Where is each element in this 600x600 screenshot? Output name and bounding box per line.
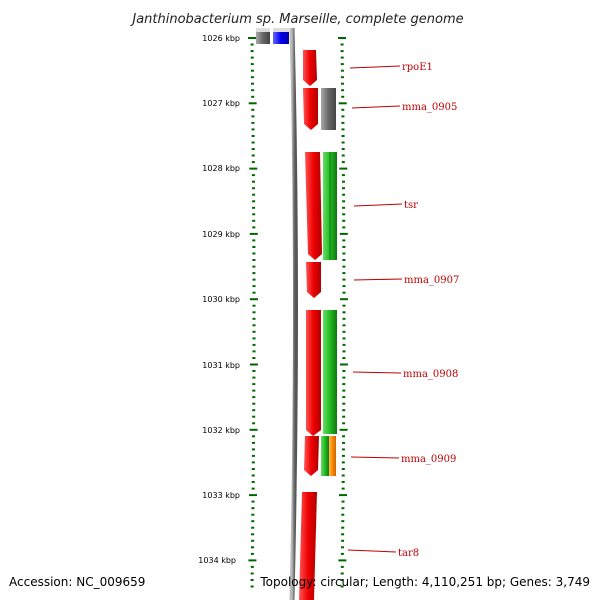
- tick-label-1026: 1026 kbp: [202, 34, 240, 43]
- gene-label-mma-0907: mma_0907: [404, 275, 459, 286]
- gene-label-mma-0909: mma_0909: [401, 454, 456, 465]
- tick-label-1033: 1033 kbp: [202, 491, 240, 500]
- feature-grey-top-highlight: [256, 28, 270, 32]
- tick-label-1034: 1034 kbp: [198, 556, 236, 565]
- gene-label-mma-0905: mma_0905: [402, 102, 457, 113]
- leader-line-tar8: [347, 549, 397, 553]
- cds-arrow-rpoE1: [303, 50, 317, 86]
- gene-label-mma-0908: mma_0908: [403, 369, 458, 380]
- tick-label-1029: 1029 kbp: [202, 230, 240, 239]
- cds-arrow-tar8: [299, 492, 317, 600]
- tick-label-1032: 1032 kbp: [202, 426, 240, 435]
- map-title: Janthinobacterium sp. Marseille, complet…: [129, 12, 463, 27]
- gene-label-rpoE1: rpoE1: [402, 62, 433, 73]
- tick-ruler-left: [248, 37, 258, 588]
- topology-text: Topology: circular; Length: 4,110,251 bp…: [260, 575, 590, 589]
- feature-grey-mma-0905: [321, 88, 336, 130]
- cds-arrow-mma-0909: [304, 436, 319, 476]
- genome-backbone: [289, 27, 298, 600]
- feature-green-mma-0908: [323, 310, 337, 434]
- cds-arrow-mma-0905: [303, 88, 318, 130]
- tick-label-1030: 1030 kbp: [202, 295, 240, 304]
- feature-green-mma-0909: [321, 436, 329, 476]
- feature-orange-mma-0909: [329, 436, 336, 476]
- leader-line-mma-0909: [350, 456, 400, 459]
- leader-line-mma-0905: [351, 105, 401, 109]
- tick-label-1028: 1028 kbp: [202, 164, 240, 173]
- gene-label-tsr: tsr: [404, 200, 418, 211]
- tick-label-1027: 1027 kbp: [202, 99, 240, 108]
- feature-blue-top-highlight: [273, 28, 289, 32]
- leader-line-mma-0908: [352, 371, 402, 374]
- cds-arrow-tsr: [305, 152, 322, 260]
- tick-label-1031: 1031 kbp: [202, 361, 240, 370]
- leader-line-tsr: [353, 203, 403, 207]
- tick-ruler-right: [338, 37, 348, 588]
- accession-text: Accession: NC_009659: [9, 575, 146, 589]
- cds-arrow-mma-0908: [306, 310, 321, 436]
- cds-arrow-mma-0907: [306, 262, 321, 298]
- gene-label-tar8: tar8: [398, 548, 419, 559]
- leader-line-rpoE1: [349, 65, 401, 69]
- leader-line-mma-0907: [353, 278, 403, 281]
